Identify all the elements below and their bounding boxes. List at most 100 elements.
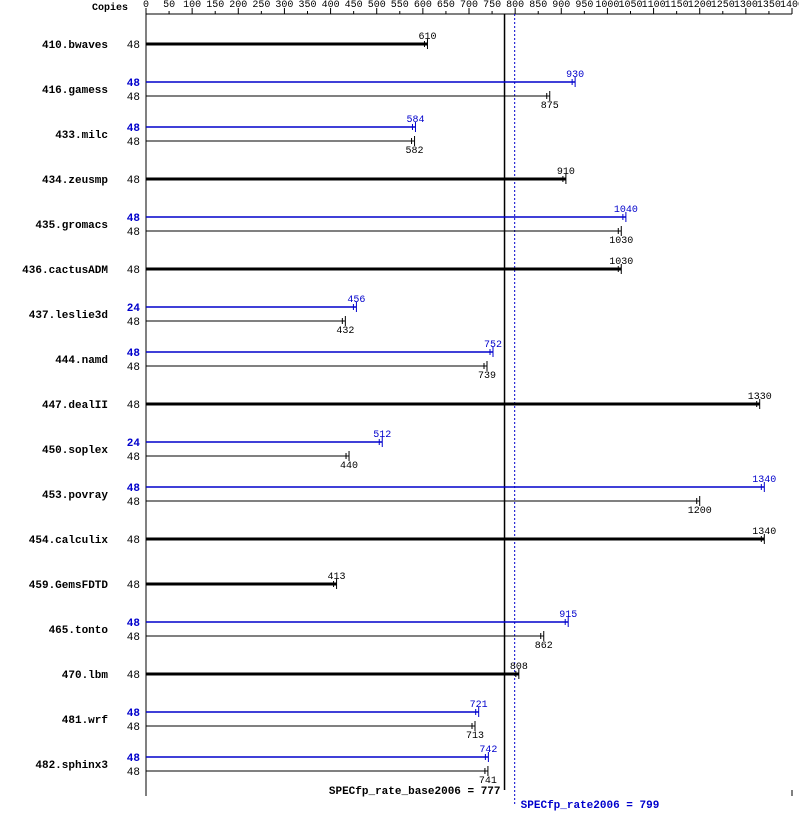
bar-value-label: 739 bbox=[478, 371, 496, 382]
x-axis-tick-label: 0 bbox=[143, 0, 149, 11]
bar-value-label: 1330 bbox=[748, 392, 772, 403]
x-axis-tick-label: 700 bbox=[460, 0, 478, 11]
benchmark-label: 434.zeusmp bbox=[42, 175, 108, 187]
copies-value: 24 bbox=[127, 438, 141, 450]
ref-label-base: SPECfp_rate_base2006 = 777 bbox=[329, 786, 501, 798]
benchmark-label: 437.leslie3d bbox=[29, 310, 108, 322]
copies-value: 48 bbox=[127, 40, 140, 52]
bar-value-label: 862 bbox=[535, 641, 553, 652]
benchmark-label: 433.milc bbox=[55, 130, 108, 142]
copies-value: 48 bbox=[127, 362, 140, 374]
bar-value-label: 930 bbox=[566, 70, 584, 81]
x-axis-tick-label: 550 bbox=[391, 0, 409, 11]
bar-value-label: 1030 bbox=[609, 236, 633, 247]
benchmark-label: 436.cactusADM bbox=[22, 265, 108, 277]
x-axis-tick-label: 250 bbox=[252, 0, 270, 11]
bar-value-label: 915 bbox=[559, 610, 577, 621]
x-axis-tick-label: 100 bbox=[183, 0, 201, 11]
benchmark-label: 453.povray bbox=[42, 490, 108, 502]
x-axis-tick-label: 600 bbox=[414, 0, 432, 11]
benchmark-label: 410.bwaves bbox=[42, 40, 108, 52]
benchmark-label: 444.namd bbox=[55, 355, 108, 367]
copies-value: 48 bbox=[127, 213, 141, 225]
bar-value-label: 440 bbox=[340, 461, 358, 472]
bar-value-label: 742 bbox=[479, 745, 497, 756]
x-axis-tick-label: 950 bbox=[575, 0, 593, 11]
bar-value-label: 808 bbox=[510, 662, 528, 673]
bar-value-label: 1200 bbox=[688, 506, 712, 517]
x-axis-tick-label: 200 bbox=[229, 0, 247, 11]
copies-value: 48 bbox=[127, 175, 140, 187]
bar-value-label: 713 bbox=[466, 731, 484, 742]
copies-value: 48 bbox=[127, 722, 140, 734]
bar-value-label: 456 bbox=[347, 295, 365, 306]
x-axis-tick-label: 1100 bbox=[642, 0, 666, 11]
benchmark-label: 482.sphinx3 bbox=[35, 760, 108, 772]
copies-header: Copies bbox=[92, 2, 128, 14]
copies-value: 48 bbox=[127, 92, 140, 104]
bar-value-label: 752 bbox=[484, 340, 502, 351]
bar-value-label: 413 bbox=[328, 572, 346, 583]
copies-value: 48 bbox=[127, 497, 140, 509]
benchmark-label: 481.wrf bbox=[62, 715, 109, 727]
benchmark-label: 470.lbm bbox=[62, 670, 109, 682]
bar-value-label: 1040 bbox=[614, 205, 638, 216]
bar-value-label: 584 bbox=[406, 115, 424, 126]
x-axis-tick-label: 1250 bbox=[711, 0, 735, 11]
copies-value: 48 bbox=[127, 348, 141, 360]
x-axis-tick-label: 400 bbox=[322, 0, 340, 11]
x-axis-tick-label: 800 bbox=[506, 0, 524, 11]
benchmark-label: 416.gamess bbox=[42, 85, 108, 97]
benchmark-label: 435.gromacs bbox=[35, 220, 108, 232]
copies-value: 24 bbox=[127, 303, 141, 315]
x-axis-tick-label: 750 bbox=[483, 0, 501, 11]
copies-value: 48 bbox=[127, 483, 141, 495]
x-axis-tick-label: 500 bbox=[368, 0, 386, 11]
copies-value: 48 bbox=[127, 632, 140, 644]
bar-value-label: 1340 bbox=[752, 527, 776, 538]
copies-value: 48 bbox=[127, 317, 140, 329]
x-axis-tick-label: 900 bbox=[552, 0, 570, 11]
x-axis-tick-label: 1150 bbox=[665, 0, 689, 11]
benchmark-label: 450.soplex bbox=[42, 445, 108, 457]
benchmark-label: 447.dealII bbox=[42, 400, 108, 412]
copies-value: 48 bbox=[127, 78, 141, 90]
x-axis-tick-label: 850 bbox=[529, 0, 547, 11]
copies-value: 48 bbox=[127, 708, 141, 720]
copies-value: 48 bbox=[127, 400, 140, 412]
bar-value-label: 1030 bbox=[609, 257, 633, 268]
x-axis-tick-label: 50 bbox=[163, 0, 175, 11]
copies-value: 48 bbox=[127, 535, 140, 547]
copies-value: 48 bbox=[127, 265, 140, 277]
copies-value: 48 bbox=[127, 452, 140, 464]
copies-value: 48 bbox=[127, 227, 140, 239]
bar-value-label: 910 bbox=[557, 167, 575, 178]
copies-value: 48 bbox=[127, 618, 141, 630]
copies-value: 48 bbox=[127, 670, 140, 682]
x-axis-tick-label: 1200 bbox=[688, 0, 712, 11]
copies-value: 48 bbox=[127, 753, 141, 765]
bar-value-label: 512 bbox=[373, 430, 391, 441]
copies-value: 48 bbox=[127, 137, 140, 149]
bar-value-label: 875 bbox=[541, 101, 559, 112]
x-axis-tick-label: 150 bbox=[206, 0, 224, 11]
ref-label-peak: SPECfp_rate2006 = 799 bbox=[521, 800, 660, 812]
copies-value: 48 bbox=[127, 580, 140, 592]
benchmark-label: 459.GemsFDTD bbox=[29, 580, 109, 592]
benchmark-label: 465.tonto bbox=[49, 625, 109, 637]
specfp-rate-chart: 0501001502002503003504004505005506006507… bbox=[0, 0, 799, 831]
bar-value-label: 610 bbox=[418, 32, 436, 43]
x-axis-tick-label: 1350 bbox=[757, 0, 781, 11]
bar-value-label: 1340 bbox=[752, 475, 776, 486]
bar-value-label: 721 bbox=[470, 700, 488, 711]
bar-value-label: 432 bbox=[336, 326, 354, 337]
x-axis-tick-label: 1050 bbox=[618, 0, 642, 11]
x-axis-tick-label: 350 bbox=[298, 0, 316, 11]
x-axis-tick-label: 300 bbox=[275, 0, 293, 11]
copies-value: 48 bbox=[127, 767, 140, 779]
bar-value-label: 582 bbox=[406, 146, 424, 157]
x-axis-tick-label: 1000 bbox=[595, 0, 619, 11]
benchmark-label: 454.calculix bbox=[29, 535, 109, 547]
x-axis-tick-label: 650 bbox=[437, 0, 455, 11]
x-axis-tick-label: 1300 bbox=[734, 0, 758, 11]
